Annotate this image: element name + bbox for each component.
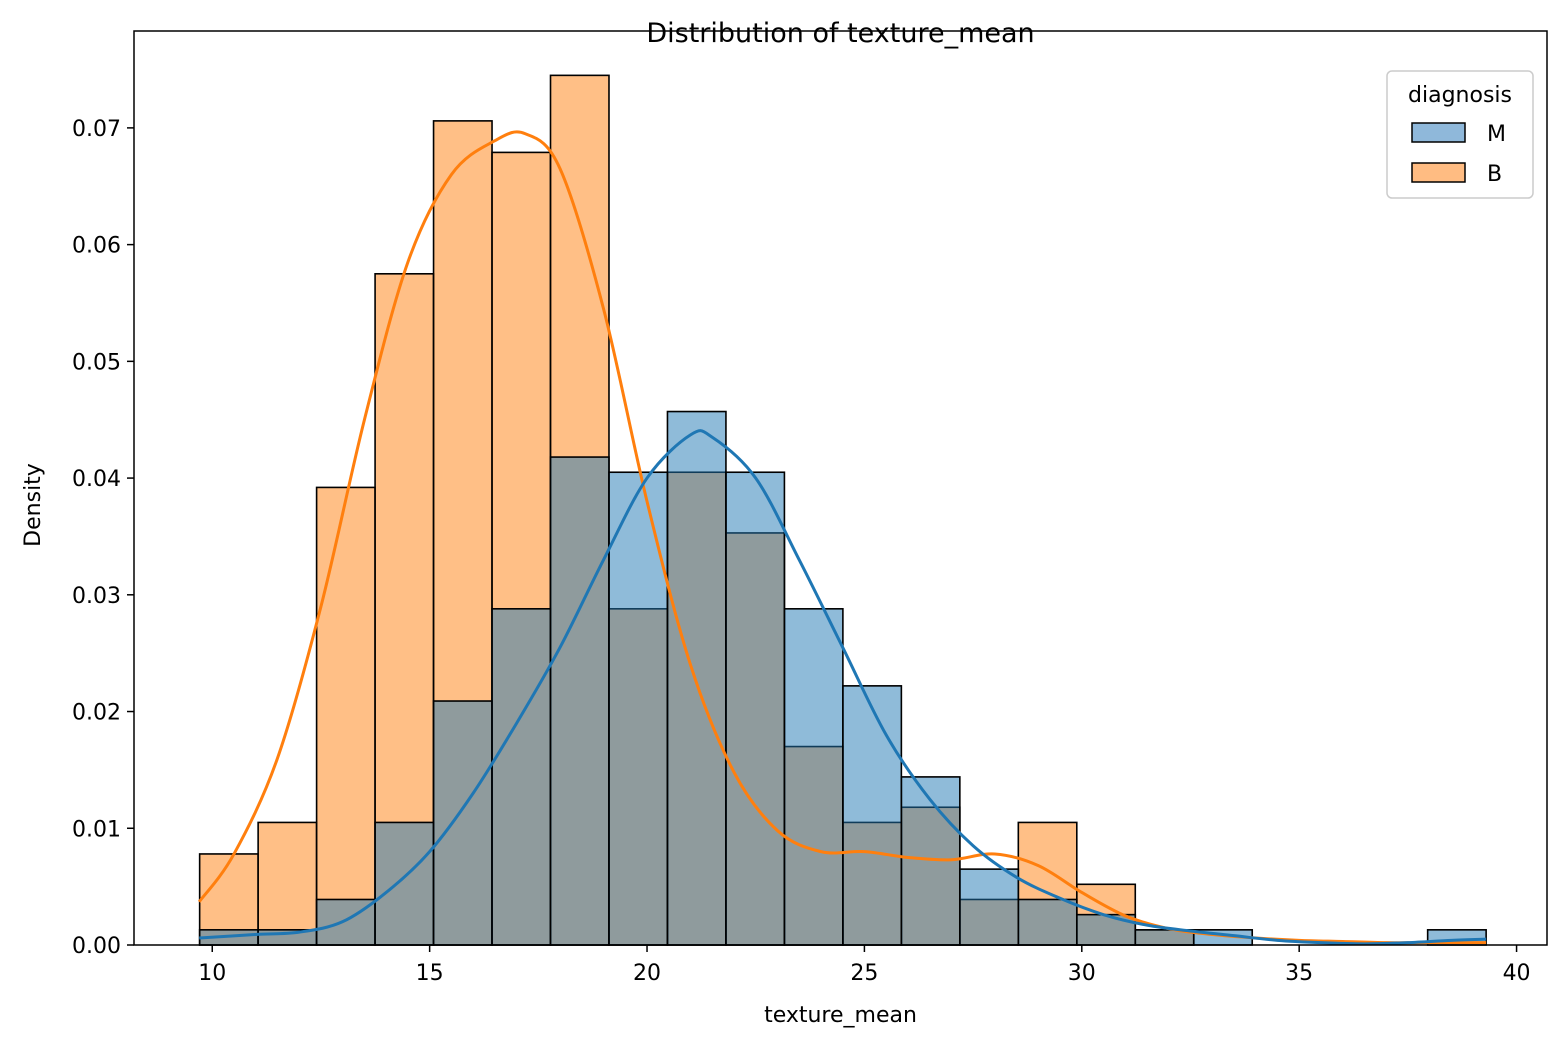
y-tick-label-3: 0.03	[72, 584, 121, 609]
m-bar-15	[1075, 913, 1137, 946]
legend-swatch-b	[1411, 162, 1466, 183]
x-tick-label-10: 10	[198, 961, 226, 986]
y-axis-ticks: 0.00 0.01 0.02 0.03 0.04 0.05 0.06 0.07	[72, 117, 134, 959]
m-bar-4	[432, 700, 493, 946]
x-tick-label-25: 25	[850, 961, 878, 986]
y-tick-label-7: 0.07	[72, 117, 121, 142]
x-axis-ticks: 10 15 20 25 30 35 40	[198, 945, 1531, 986]
x-tick-label-35: 35	[1285, 961, 1313, 986]
chart-title: Distribution of texture_mean	[646, 18, 1034, 49]
y-tick-label-0: 0.00	[72, 934, 121, 959]
m-bar-14	[1017, 898, 1078, 946]
m-bar-11	[842, 685, 903, 946]
y-tick-label-5: 0.05	[72, 350, 121, 375]
m-bar-6	[549, 456, 610, 946]
y-tick-label-1: 0.01	[72, 817, 121, 842]
m-bar-3	[374, 821, 435, 946]
legend-label-b: B	[1487, 162, 1502, 187]
kde-lines	[198, 130, 1487, 946]
y-tick-label-2: 0.02	[72, 701, 121, 726]
m-bar-7	[608, 471, 669, 946]
legend-title: diagnosis	[1408, 83, 1512, 108]
kde-line-m	[199, 429, 1487, 946]
legend-label-m: M	[1487, 122, 1506, 147]
b-bar-1	[257, 821, 318, 946]
m-bar-8	[666, 410, 727, 946]
m-bar-13	[959, 868, 1020, 946]
y-tick-label-4: 0.04	[72, 467, 121, 492]
legend-swatch-m	[1411, 122, 1466, 143]
m-bar-10	[783, 608, 844, 946]
x-tick-label-15: 15	[416, 961, 444, 986]
y-axis-label: Density	[21, 463, 46, 547]
plot-frame	[133, 30, 1548, 946]
m-bar-5	[491, 608, 552, 946]
x-tick-label-20: 20	[633, 961, 661, 986]
x-axis-label: texture_mean	[764, 1003, 917, 1028]
m-bar-9	[725, 471, 786, 946]
legend: diagnosis M B	[1386, 70, 1534, 199]
series-m-bars	[198, 410, 1487, 946]
x-tick-label-30: 30	[1068, 961, 1096, 986]
b-bar-2	[315, 486, 376, 946]
y-tick-label-6: 0.06	[72, 234, 121, 259]
x-tick-label-40: 40	[1503, 961, 1531, 986]
